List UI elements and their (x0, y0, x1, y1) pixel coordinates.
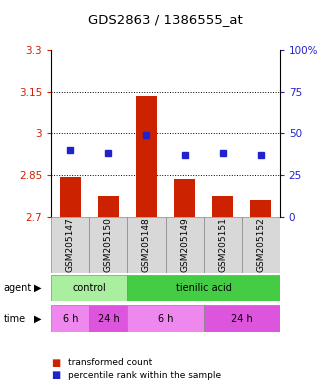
Text: ▶: ▶ (34, 283, 42, 293)
Text: control: control (72, 283, 106, 293)
Text: GSM205152: GSM205152 (256, 217, 265, 272)
Bar (60, 177, 81, 217)
Text: GSM205150: GSM205150 (104, 217, 113, 272)
Bar (51, 217, 89, 273)
Text: GSM205147: GSM205147 (66, 217, 75, 272)
Text: 6 h: 6 h (63, 314, 78, 324)
Bar (89, 217, 127, 273)
Bar (89, 305, 127, 332)
Bar (204, 217, 242, 273)
Text: tienilic acid: tienilic acid (176, 283, 231, 293)
Text: GSM205148: GSM205148 (142, 217, 151, 272)
Bar (127, 275, 280, 301)
Text: transformed count: transformed count (68, 358, 152, 367)
Bar (250, 200, 271, 217)
Text: GSM205151: GSM205151 (218, 217, 227, 272)
Text: GSM205149: GSM205149 (180, 217, 189, 272)
Text: GDS2863 / 1386555_at: GDS2863 / 1386555_at (88, 13, 243, 26)
Text: time: time (3, 314, 25, 324)
Text: agent: agent (3, 283, 31, 293)
Text: 6 h: 6 h (158, 314, 173, 324)
Bar (127, 217, 166, 273)
Text: ■: ■ (51, 358, 61, 368)
Bar (174, 179, 195, 217)
Bar (51, 275, 127, 301)
Bar (242, 217, 280, 273)
Text: ▶: ▶ (34, 314, 42, 324)
Bar (166, 217, 204, 273)
Bar (98, 196, 119, 217)
Bar (127, 305, 204, 332)
Bar (212, 196, 233, 217)
Text: percentile rank within the sample: percentile rank within the sample (68, 371, 221, 380)
Text: 24 h: 24 h (231, 314, 253, 324)
Bar (51, 305, 89, 332)
Bar (204, 305, 280, 332)
Bar (136, 96, 157, 217)
Text: ■: ■ (51, 370, 61, 380)
Text: 24 h: 24 h (98, 314, 119, 324)
